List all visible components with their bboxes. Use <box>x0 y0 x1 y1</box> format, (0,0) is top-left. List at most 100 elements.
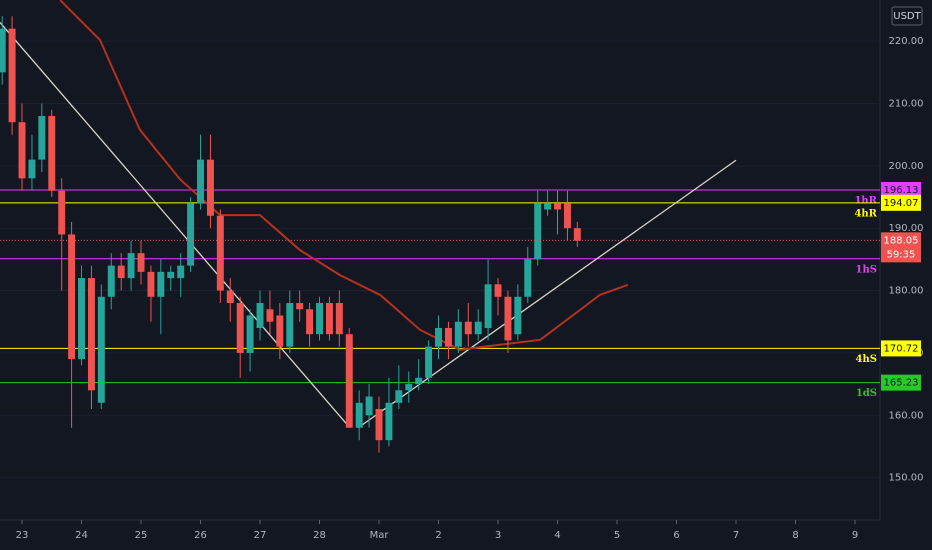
candle-body <box>306 309 314 335</box>
x-tick-label: 24 <box>75 530 88 541</box>
x-tick-label: 4 <box>554 530 560 541</box>
candle-body <box>415 377 423 385</box>
candle-body <box>355 402 363 428</box>
candle-body <box>78 278 85 360</box>
candle-body <box>68 234 76 360</box>
candle-body <box>236 303 244 353</box>
candle-body <box>405 384 413 391</box>
level-tag-text: 194.07 <box>884 198 919 209</box>
candle-body <box>494 284 502 297</box>
x-tick-label: 9 <box>852 530 858 541</box>
candle-body <box>375 409 383 441</box>
candle-body <box>117 265 125 279</box>
candle-body <box>226 290 234 304</box>
countdown: 59:35 <box>887 249 916 260</box>
currency-box <box>891 6 923 26</box>
level-label: 4hR <box>854 208 877 219</box>
candle-body <box>28 159 36 179</box>
x-tick-label: 27 <box>254 530 267 541</box>
candle-body <box>286 303 294 347</box>
candle-body <box>454 321 462 347</box>
x-tick-label: 8 <box>792 530 798 541</box>
y-tick-label: 200.00 <box>889 161 924 172</box>
candle-body <box>216 215 224 291</box>
y-tick-label: 150.00 <box>889 473 924 484</box>
x-tick-label: 3 <box>495 530 501 541</box>
candle-body <box>246 315 254 353</box>
x-tick-label: 5 <box>614 530 620 541</box>
level-tag <box>881 374 921 391</box>
x-tick-label: 6 <box>673 530 679 541</box>
candle-body <box>177 265 185 279</box>
candle-body <box>335 303 343 335</box>
level-label: 1hR <box>854 195 877 206</box>
x-tick-label: 7 <box>733 530 739 541</box>
candle-body <box>316 303 323 335</box>
x-tick-label: 2 <box>435 530 441 541</box>
candle-body <box>147 271 155 297</box>
level-tag <box>881 181 921 198</box>
candle-body <box>534 203 542 260</box>
candle-body <box>345 334 353 428</box>
x-tick-label: 25 <box>135 530 148 541</box>
x-tick-label: Mar <box>370 530 390 541</box>
level-label: 1hS <box>856 264 877 275</box>
candle-body <box>484 284 492 328</box>
y-tick-label: 180.00 <box>889 286 924 297</box>
level-tag-text: 196.13 <box>884 185 919 196</box>
x-tick-label: 28 <box>313 530 326 541</box>
candle-body <box>0 28 6 73</box>
last-price-tag <box>881 232 921 263</box>
level-tag <box>881 340 921 357</box>
candle-body <box>385 402 393 441</box>
trendline <box>0 22 351 429</box>
currency: USDT <box>893 11 921 22</box>
candle-body <box>58 190 66 235</box>
candle-body <box>514 296 522 335</box>
candle-body <box>187 203 195 266</box>
candle-body <box>197 159 204 204</box>
candle-body <box>97 296 105 403</box>
candle-body <box>474 321 482 335</box>
candle-body <box>18 122 26 179</box>
candle-body <box>256 303 264 328</box>
candle-body <box>157 271 165 297</box>
candle-body <box>266 309 274 322</box>
moving-average <box>59 0 629 351</box>
candle-body <box>296 303 304 310</box>
x-tick-label: 23 <box>16 530 29 541</box>
y-tick-label: 210.00 <box>889 99 924 110</box>
candle-body <box>573 228 581 241</box>
candle-body <box>87 278 95 391</box>
candle-body <box>435 327 442 347</box>
candle-body <box>325 303 333 335</box>
level-tag-text: 170.72 <box>884 343 919 354</box>
candle-body <box>167 271 175 279</box>
y-tick-label: 160.00 <box>889 410 924 421</box>
candle-body <box>395 390 403 403</box>
candle-body <box>464 321 472 335</box>
candle-body <box>444 327 452 347</box>
candle-body <box>544 203 552 210</box>
candle-body <box>137 253 145 272</box>
y-tick-label: 220.00 <box>889 36 924 47</box>
candle-body <box>276 315 284 347</box>
candle-body <box>425 346 433 378</box>
candle-body <box>107 265 115 297</box>
candle-body <box>563 203 571 229</box>
level-label: 4hS <box>856 354 877 365</box>
candle-body <box>206 159 214 216</box>
candle-body <box>127 253 135 279</box>
candle-body <box>504 296 512 341</box>
candle-body <box>38 115 46 160</box>
candle-body <box>554 203 561 210</box>
candle-body <box>8 28 16 123</box>
candle-body <box>524 259 532 297</box>
y-tick-label: 190.00 <box>889 223 924 234</box>
level-tag-text: 165.23 <box>884 378 919 389</box>
candle-body <box>365 396 373 416</box>
candle-body <box>48 115 56 191</box>
last-price-text: 188.05 <box>884 235 919 246</box>
